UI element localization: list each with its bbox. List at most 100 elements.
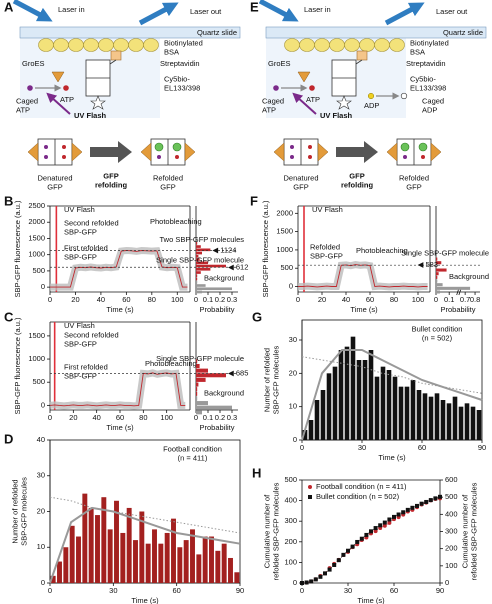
- x-tick-label: 40: [97, 295, 105, 304]
- x-tick-label: 0: [194, 413, 198, 422]
- streptavidin-label: Streptavidin: [406, 59, 446, 68]
- tether: [355, 59, 363, 65]
- caged-atp: [27, 85, 33, 91]
- annotation: UV Flash: [312, 205, 343, 214]
- nucleotide: [421, 155, 425, 159]
- hist-bar: [196, 396, 198, 401]
- bar: [221, 543, 227, 583]
- bar: [196, 554, 202, 583]
- bar: [88, 507, 94, 583]
- y-tick-label: 30: [289, 335, 297, 344]
- x-tick-label: 0.2: [215, 295, 225, 304]
- hist-bar: [196, 359, 198, 364]
- legend-label: Football condition (n = 411): [316, 482, 407, 491]
- bar: [326, 373, 332, 440]
- bar: [69, 525, 75, 583]
- bsa-molecule: [344, 38, 360, 52]
- y-tick-label: 1000: [28, 354, 45, 363]
- bar: [95, 515, 100, 583]
- panel-label: F: [250, 193, 258, 208]
- cy5-dye: [336, 95, 352, 110]
- x-tick-label: 100: [412, 295, 425, 304]
- hist-bar: [196, 258, 200, 261]
- caged-atp-label: Caged ATP: [16, 97, 38, 115]
- y-axis-label-line: Number of refolded: [11, 479, 20, 543]
- cy5-dye: [90, 95, 106, 110]
- annotation: Photobleaching: [145, 359, 197, 368]
- level-label: ◀ 583: [418, 260, 438, 269]
- fit-curve: [301, 349, 483, 441]
- marker: [327, 567, 332, 572]
- uv-arrow: [46, 92, 71, 115]
- x-tick-label: 0: [194, 295, 198, 304]
- annotation: Photobleaching: [150, 217, 202, 226]
- refolding-arrow: [336, 141, 378, 163]
- bar: [145, 543, 151, 583]
- refolding-label: GFP refolding: [341, 172, 373, 190]
- quartz-slide: [19, 26, 241, 39]
- marker: [410, 505, 415, 510]
- hist-bar: [436, 286, 471, 290]
- hist-bar: [196, 377, 206, 382]
- bar: [320, 390, 326, 440]
- hist-label: Single SBP-GFP molecule: [156, 256, 244, 265]
- x-axis-label: Time (s): [106, 423, 134, 432]
- y-tick-label: 2000: [28, 217, 45, 226]
- x-tick-label: 0: [296, 295, 300, 304]
- bar: [374, 376, 380, 440]
- bsa-label-line: Biotinylated: [410, 39, 449, 48]
- hist-bar: [196, 267, 211, 271]
- marker: [378, 523, 383, 528]
- cy5-label-line: EL133/398: [410, 83, 446, 92]
- condition-note-line: (n = 502): [422, 333, 453, 342]
- bar: [344, 346, 350, 440]
- y-tick-label: 1500: [28, 331, 45, 340]
- bar: [434, 393, 440, 440]
- marker: [419, 501, 424, 506]
- y-axis-label: SBP-GFP fluorescence (a.u.): [261, 200, 270, 297]
- atp-label: ATP: [60, 95, 74, 104]
- bar: [177, 547, 183, 583]
- annotation-line: SBP-GFP: [310, 251, 343, 260]
- x-axis-label: Probability: [440, 305, 475, 314]
- laser-in-arrow: [12, 0, 53, 22]
- hist-bar: [196, 280, 198, 284]
- marker: [382, 523, 387, 528]
- laser-in-arrow: [258, 0, 299, 22]
- marker: [364, 532, 369, 537]
- bsa-molecule: [128, 38, 144, 52]
- annotation: Second refolded SBP-GFP: [64, 331, 119, 349]
- bsa-molecule: [389, 38, 405, 52]
- bar: [234, 572, 240, 583]
- marker: [396, 512, 401, 517]
- bsa-molecule: [143, 38, 159, 52]
- marker: [341, 552, 346, 557]
- bar: [50, 575, 56, 583]
- refolded-label-line: Refolded: [399, 174, 429, 183]
- y-tick-label: 0: [41, 400, 45, 409]
- refolding-label: GFP refolding: [95, 172, 127, 190]
- uv-flash-label: UV Flash: [74, 111, 107, 120]
- y-tick-label: 10: [37, 542, 45, 551]
- hist-bar: [436, 272, 439, 276]
- bar: [171, 518, 176, 583]
- x-tick-label: 80: [390, 295, 398, 304]
- x-tick-label: 60: [418, 443, 426, 452]
- bsa-molecule: [68, 38, 84, 52]
- x-axis-label: Probability: [199, 423, 234, 432]
- bar: [202, 536, 208, 583]
- hist-bar: [196, 264, 226, 268]
- marker: [433, 496, 438, 501]
- level-label: ◀ 685: [228, 369, 248, 378]
- x-tick-label: 40: [92, 413, 100, 422]
- condition-note-line: Football condition: [163, 445, 222, 454]
- bar: [152, 529, 157, 583]
- caged-adp-label-line: ADP: [422, 105, 437, 114]
- hist-bar: [436, 290, 440, 294]
- bsa-molecule: [329, 38, 345, 52]
- caged-atp: [273, 85, 279, 91]
- y-tick-label: 600: [445, 475, 458, 484]
- marker: [346, 548, 350, 553]
- bar: [410, 380, 416, 440]
- annotation-line: SBP-GFP: [64, 371, 97, 380]
